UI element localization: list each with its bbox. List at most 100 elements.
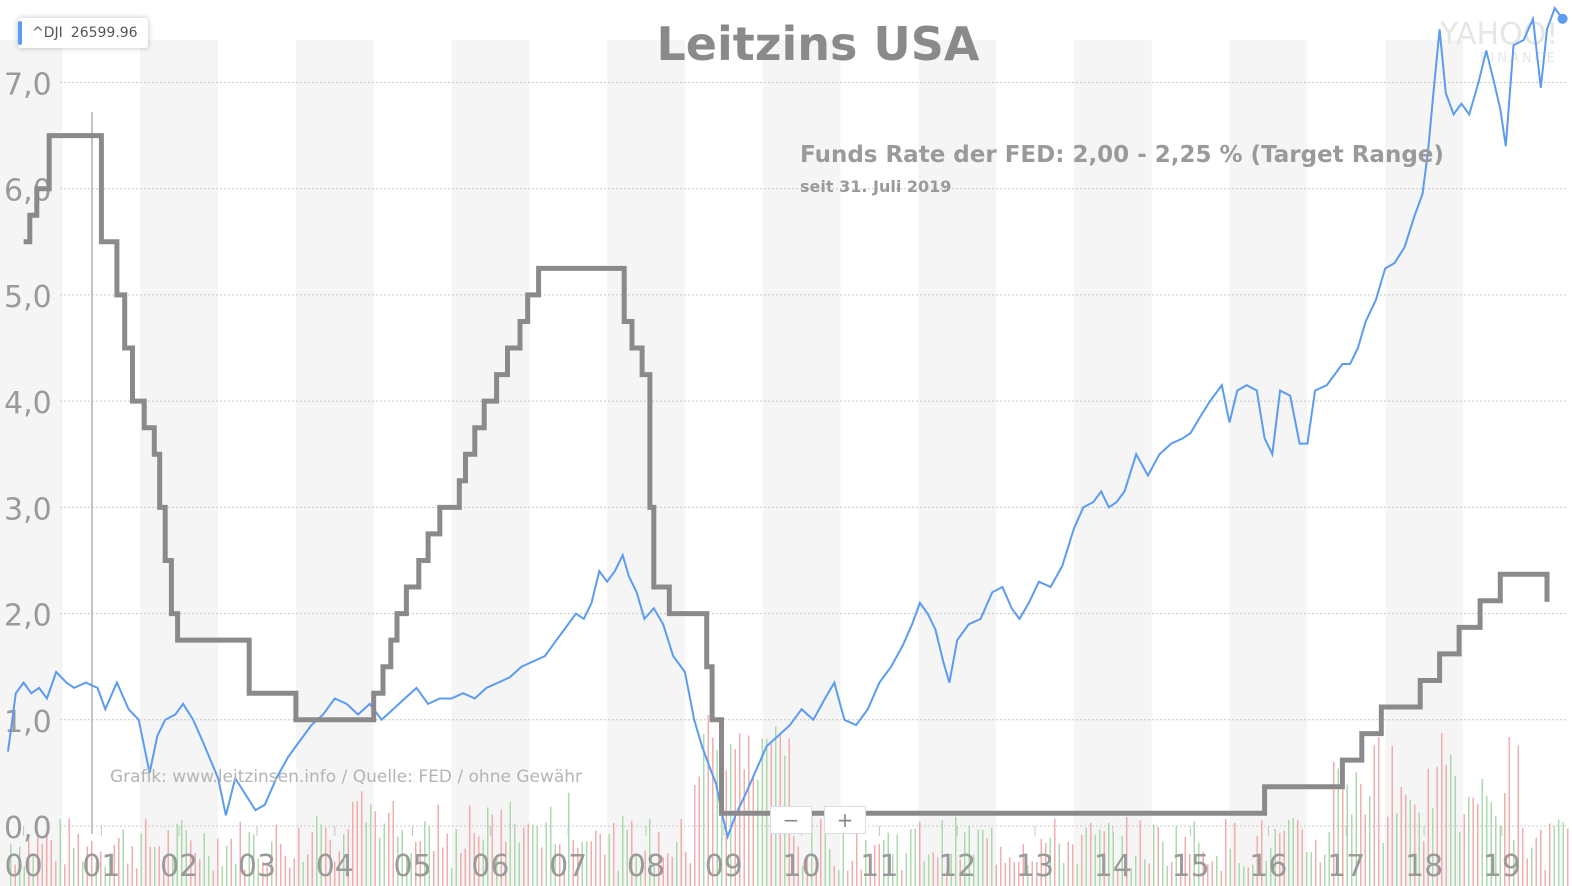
volume-bar (392, 800, 394, 886)
volume-bars (10, 715, 1569, 886)
volume-bar (1459, 831, 1461, 886)
volume-bar (298, 827, 300, 886)
y-tick-label: 4,0 (4, 386, 52, 421)
volume-bar (1472, 797, 1474, 886)
volume-bar (1265, 860, 1267, 886)
volume-bar (712, 737, 714, 886)
volume-bar (464, 848, 466, 886)
volume-bar (59, 819, 61, 886)
volume-bar (698, 776, 700, 886)
volume-bar (221, 866, 223, 886)
year-band (918, 40, 997, 886)
volume-bar (1049, 837, 1051, 886)
volume-bar (1220, 870, 1222, 886)
volume-bar (1400, 786, 1402, 886)
volume-bar (829, 849, 831, 886)
x-tick-label: 04 (316, 849, 354, 884)
volume-bar (554, 844, 556, 886)
volume-bar (748, 735, 750, 886)
volume-bar (347, 829, 349, 886)
volume-bar (406, 855, 408, 886)
volume-bar (572, 839, 574, 886)
zoom-in-button[interactable]: + (824, 806, 866, 834)
volume-bar (473, 833, 475, 886)
volume-bar (280, 843, 282, 886)
volume-bar (842, 823, 844, 886)
volume-bar (32, 855, 34, 886)
volume-bar (325, 827, 327, 886)
zoom-out-button[interactable]: − (770, 806, 812, 834)
x-tick-label: 01 (82, 849, 120, 884)
volume-bar (919, 821, 921, 886)
volume-bar (928, 854, 930, 886)
volume-bar (113, 845, 115, 886)
volume-bar (680, 819, 682, 886)
volume-bar (1490, 802, 1492, 886)
volume-bar (235, 864, 237, 886)
x-tick-label: 19 (1483, 849, 1521, 884)
volume-bar (1216, 856, 1218, 886)
volume-bar (568, 792, 570, 886)
volume-bar (1351, 814, 1353, 886)
volume-bar (203, 833, 205, 886)
volume-bar (1175, 826, 1177, 886)
x-tick-label: 14 (1094, 849, 1132, 884)
volume-bar (1045, 842, 1047, 886)
x-tick-label: 17 (1327, 849, 1365, 884)
volume-bar (1031, 861, 1033, 886)
volume-bar (640, 867, 642, 886)
volume-bar (910, 829, 912, 886)
volume-bar (604, 854, 606, 886)
volume-bar (694, 785, 696, 886)
volume-bar (1369, 795, 1371, 886)
volume-bar (914, 828, 916, 886)
volume-bar (140, 833, 142, 886)
volume-bar (284, 855, 286, 886)
x-tick-label: 07 (549, 849, 587, 884)
volume-bar (1126, 816, 1128, 886)
volume-bar (154, 846, 156, 886)
volume-bar (865, 839, 867, 886)
volume-bar (487, 807, 489, 886)
fed-rate-series-line (23, 133, 1550, 816)
volume-bar (1378, 737, 1380, 886)
volume-bar (613, 822, 615, 886)
volume-bar (518, 842, 520, 886)
volume-bar (352, 801, 354, 886)
volume-bar (757, 779, 759, 886)
volume-bar (1328, 832, 1330, 886)
x-tick-label: 11 (860, 849, 898, 884)
volume-bar (176, 823, 178, 886)
volume-bar (1130, 867, 1132, 886)
volume-bar (293, 858, 295, 886)
volume-bar (1549, 823, 1551, 886)
volume-bar (217, 838, 219, 886)
ticker-badge: ^DJI 26599.96 (18, 18, 148, 48)
y-tick-labels: 0,01,02,03,04,05,06,07,0 (4, 68, 52, 847)
volume-bar (1468, 796, 1470, 886)
volume-bar (1391, 745, 1393, 886)
volume-bar (95, 862, 97, 886)
y-tick-label: 0,0 (4, 811, 52, 846)
volume-bar (338, 851, 340, 886)
volume-bar (1495, 816, 1497, 886)
volume-bar (55, 861, 57, 886)
volume-bar (1085, 827, 1087, 886)
volume-bar (239, 821, 241, 886)
volume-bar (932, 852, 934, 886)
volume-bar (46, 834, 48, 886)
volume-bar (883, 840, 885, 886)
volume-bar (905, 853, 907, 886)
volume-bar (847, 870, 849, 886)
year-band (295, 40, 374, 886)
volume-bar (64, 864, 66, 886)
volume-bar (1526, 858, 1528, 886)
volume-bar (1108, 822, 1110, 886)
volume-bar (469, 805, 471, 886)
volume-bar (1274, 829, 1276, 886)
finance-watermark: FINANCE (1480, 51, 1558, 66)
volume-bar (541, 847, 543, 886)
volume-bar (739, 733, 741, 886)
